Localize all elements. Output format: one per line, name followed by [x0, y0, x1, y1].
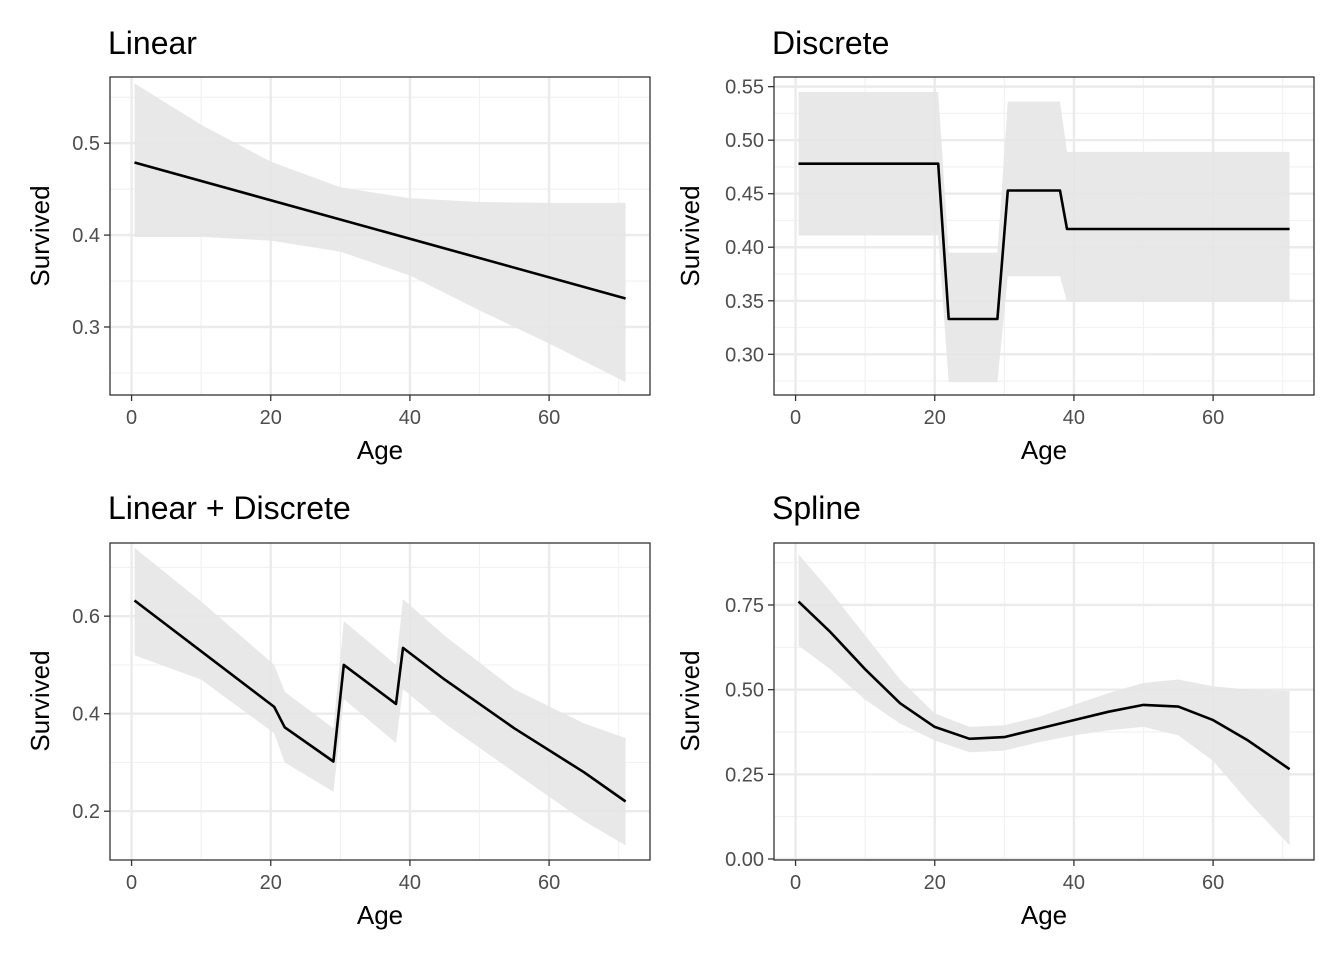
fit-line	[797, 600, 1291, 771]
x-tick-label: 60	[538, 407, 560, 429]
x-tick-label: 40	[1063, 872, 1085, 894]
x-tick-label: 20	[260, 407, 282, 429]
y-tick-label: 0.4	[72, 225, 100, 247]
x-tick-label: 40	[399, 872, 421, 894]
x-tick-label: 20	[260, 872, 282, 894]
plot-layer: 0 20 40 60 0.3 0.4 0.5	[72, 76, 651, 429]
y-tick-label: 0.40	[725, 237, 764, 259]
y-axis-label: Survived	[25, 650, 55, 751]
x-tick-label: 0	[126, 872, 137, 894]
panel-linear: 0 20 40 60 0.3 0.4 0.5 Linear Age Survived	[25, 25, 651, 465]
plot-layer: 0 20 40 60 0.00 0.25 0.50 0.75	[725, 542, 1315, 894]
x-tick-label: 20	[924, 872, 946, 894]
x-tick-label: 40	[1063, 407, 1085, 429]
panel-title: Spline	[772, 490, 861, 526]
fit-line	[134, 161, 626, 300]
panel-border	[773, 76, 1315, 396]
x-tick-label: 40	[399, 407, 421, 429]
x-tick-label: 60	[1202, 872, 1224, 894]
y-axis-label: Survived	[675, 185, 705, 286]
y-axis-label: Survived	[675, 650, 705, 751]
x-axis-label: Age	[1021, 435, 1067, 465]
y-tick-label: 0.35	[725, 291, 764, 313]
y-tick-label: 0.55	[725, 77, 764, 99]
plot-layer: 0 20 40 60 0.30 0.35 0.40 0.45 0.50 0.55	[725, 76, 1315, 429]
panel-border	[773, 542, 1315, 861]
x-tick-label: 0	[790, 407, 801, 429]
plot-layer: 0 20 40 60 0.2 0.4 0.6	[72, 542, 651, 894]
y-axis-label: Survived	[25, 185, 55, 286]
x-tick-label: 20	[924, 407, 946, 429]
fit-line	[133, 599, 627, 803]
x-tick-label: 0	[790, 872, 801, 894]
x-tick-label: 60	[538, 872, 560, 894]
y-tick-label: 0.75	[725, 595, 764, 617]
panel-title: Linear + Discrete	[108, 490, 351, 526]
panel-spline: 0 20 40 60 0.00 0.25 0.50 0.75 Spline Age Survi…	[675, 490, 1315, 930]
panel-border	[109, 542, 651, 861]
y-tick-label: 0.30	[725, 344, 764, 366]
panel-title: Linear	[108, 25, 197, 61]
y-tick-label: 0.50	[725, 130, 764, 152]
x-axis-label: Age	[357, 900, 403, 930]
y-tick-label: 0.4	[72, 704, 100, 726]
x-tick-label: 60	[1202, 407, 1224, 429]
confidence-band	[134, 547, 626, 846]
panel-title: Discrete	[772, 25, 889, 61]
confidence-band	[134, 83, 626, 383]
y-tick-label: 0.25	[725, 764, 764, 786]
x-axis-label: Age	[1021, 900, 1067, 930]
y-tick-label: 0.45	[725, 184, 764, 206]
y-tick-label: 0.5	[72, 133, 100, 155]
y-tick-label: 0.50	[725, 680, 764, 702]
x-axis-label: Age	[357, 435, 403, 465]
panel-border	[109, 76, 651, 396]
x-tick-label: 0	[126, 407, 137, 429]
panel-discrete: 0 20 40 60 0.30 0.35 0.40 0.45 0.50 0.55 Discrete…	[675, 25, 1315, 465]
panel-linear-discrete: 0 20 40 60 0.2 0.4 0.6 Linear + Discrete Age S…	[25, 490, 651, 930]
y-tick-label: 0.3	[72, 317, 100, 339]
fit-line	[798, 162, 1290, 321]
y-tick-label: 0.00	[725, 849, 764, 871]
y-tick-label: 0.6	[72, 606, 100, 628]
y-tick-label: 0.2	[72, 801, 100, 823]
